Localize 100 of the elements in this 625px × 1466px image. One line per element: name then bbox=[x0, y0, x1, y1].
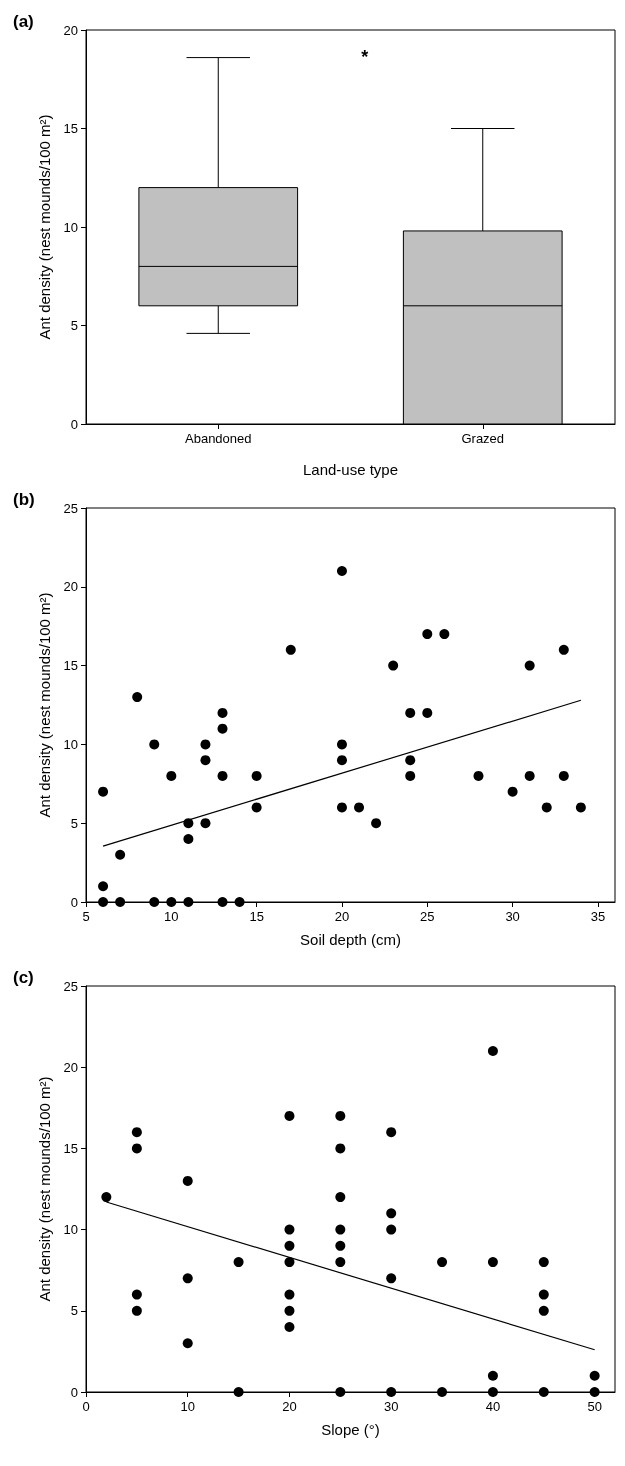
point bbox=[115, 897, 126, 907]
point bbox=[371, 818, 382, 829]
y-tick-label: 20 bbox=[63, 579, 78, 595]
x-axis-title: Slope (°) bbox=[321, 1421, 380, 1438]
point bbox=[487, 1257, 498, 1268]
x-tick-label: 15 bbox=[249, 909, 264, 924]
point bbox=[335, 1224, 346, 1235]
x-tick-label: 40 bbox=[485, 1399, 501, 1414]
point bbox=[115, 849, 126, 860]
point bbox=[538, 1289, 549, 1300]
point bbox=[575, 802, 586, 813]
y-tick-label: 10 bbox=[63, 1222, 78, 1238]
point bbox=[524, 660, 535, 671]
point bbox=[183, 833, 194, 844]
point bbox=[386, 1127, 397, 1138]
point bbox=[335, 1387, 346, 1397]
point bbox=[439, 629, 450, 640]
point bbox=[437, 1257, 448, 1268]
point bbox=[386, 1273, 397, 1284]
point bbox=[200, 739, 211, 750]
point bbox=[182, 1175, 193, 1186]
x-tick-label: 0 bbox=[82, 1399, 90, 1414]
point bbox=[284, 1240, 295, 1251]
point bbox=[335, 1192, 346, 1203]
point bbox=[149, 739, 160, 750]
point bbox=[182, 1273, 193, 1284]
x-tick-label: 25 bbox=[420, 909, 435, 924]
point bbox=[149, 897, 160, 907]
point bbox=[233, 1257, 244, 1268]
point bbox=[335, 1110, 346, 1121]
point bbox=[336, 802, 347, 813]
x-tick-label: 20 bbox=[282, 1399, 297, 1414]
point bbox=[166, 897, 177, 907]
point bbox=[405, 770, 416, 781]
point bbox=[284, 1257, 295, 1268]
point bbox=[354, 802, 365, 813]
point bbox=[200, 818, 211, 829]
y-tick-label: 0 bbox=[70, 416, 78, 432]
point bbox=[284, 1322, 295, 1333]
point bbox=[251, 770, 262, 781]
point bbox=[388, 660, 399, 671]
point bbox=[386, 1224, 397, 1235]
point bbox=[437, 1387, 448, 1397]
point bbox=[335, 1257, 346, 1268]
x-axis-title: Land-use type bbox=[302, 461, 399, 478]
point bbox=[487, 1045, 498, 1056]
chart-title: (a) bbox=[13, 12, 34, 31]
point bbox=[183, 897, 194, 907]
point bbox=[541, 802, 552, 813]
y-tick-label: 0 bbox=[70, 894, 78, 910]
x-tick-label: 30 bbox=[383, 1399, 399, 1414]
point bbox=[589, 1370, 600, 1381]
point bbox=[166, 770, 177, 781]
point bbox=[558, 644, 569, 655]
point bbox=[284, 1224, 295, 1235]
point bbox=[487, 1370, 498, 1381]
y-tick-label: 5 bbox=[70, 318, 78, 333]
y-tick-label: 15 bbox=[63, 658, 78, 674]
point bbox=[524, 770, 535, 781]
x-tick-label: 30 bbox=[505, 909, 520, 924]
y-axis-title: Ant density (nest mounds/100 m²) bbox=[36, 1076, 53, 1302]
point bbox=[131, 1143, 142, 1154]
point bbox=[284, 1305, 295, 1316]
x-tick-label: 35 bbox=[590, 909, 606, 924]
point bbox=[200, 755, 211, 766]
x-tick-label: 10 bbox=[180, 1399, 195, 1414]
point bbox=[284, 1289, 295, 1300]
point bbox=[285, 644, 296, 655]
y-tick-label: 5 bbox=[70, 815, 78, 831]
point bbox=[422, 629, 433, 640]
y-tick-label: 25 bbox=[63, 500, 78, 516]
point bbox=[183, 818, 194, 829]
y-tick-label: 0 bbox=[70, 1384, 78, 1400]
x-tick-label: 5 bbox=[82, 909, 90, 924]
point bbox=[336, 739, 347, 750]
point bbox=[473, 770, 484, 781]
point bbox=[386, 1208, 397, 1219]
point bbox=[386, 1387, 397, 1397]
point bbox=[234, 897, 245, 907]
point bbox=[336, 566, 347, 577]
x-tick-label: 50 bbox=[587, 1399, 602, 1414]
point bbox=[538, 1387, 549, 1397]
y-tick-label: 25 bbox=[63, 978, 78, 994]
chart-title: (b) bbox=[13, 490, 35, 509]
point bbox=[217, 770, 228, 781]
point bbox=[538, 1257, 549, 1268]
x-tick-label: Grazed bbox=[461, 431, 505, 446]
point bbox=[422, 707, 433, 718]
point bbox=[101, 1192, 112, 1203]
point bbox=[487, 1387, 498, 1397]
point bbox=[538, 1305, 549, 1316]
point bbox=[335, 1143, 346, 1154]
point bbox=[589, 1387, 600, 1397]
point bbox=[217, 707, 228, 718]
y-tick-label: 15 bbox=[63, 1140, 78, 1156]
point bbox=[132, 692, 143, 703]
chart-title: (c) bbox=[13, 968, 34, 987]
y-tick-label: 10 bbox=[63, 736, 78, 752]
point bbox=[405, 707, 416, 718]
y-tick-label: 20 bbox=[63, 22, 78, 38]
